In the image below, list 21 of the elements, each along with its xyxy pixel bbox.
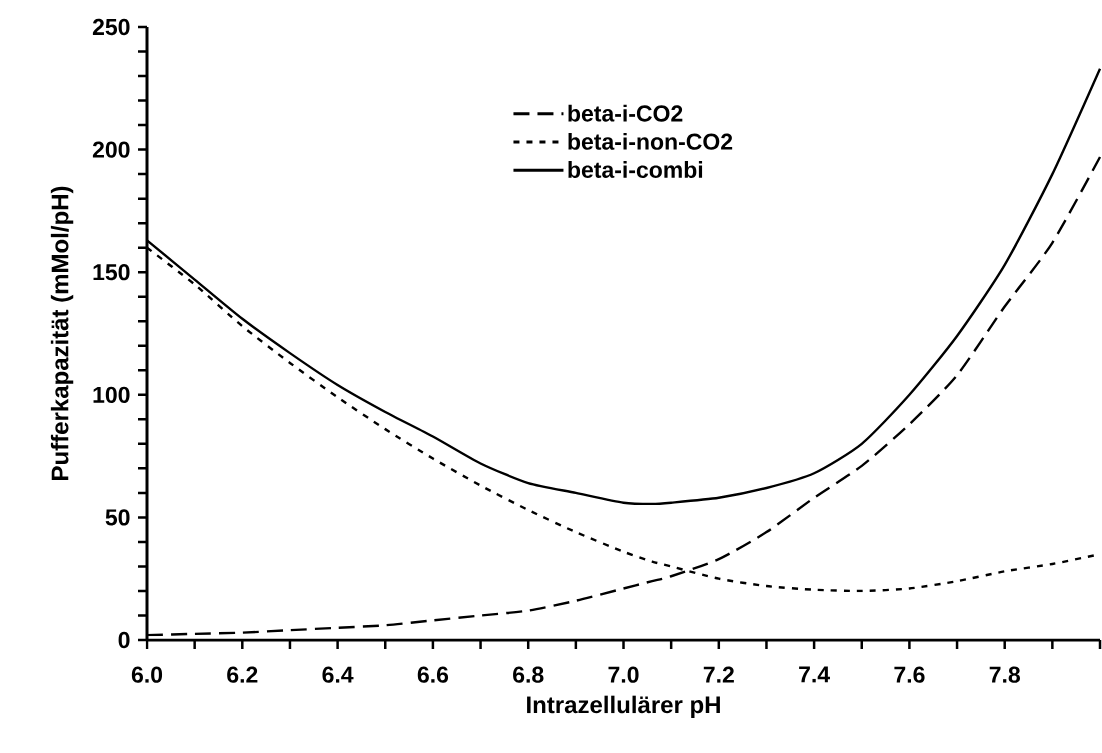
x-tick-label: 7.4 bbox=[799, 666, 830, 683]
x-tick-label: 6.4 bbox=[322, 666, 354, 683]
y-tick-label: 150 bbox=[93, 264, 130, 281]
x-tick-label: 6.6 bbox=[417, 666, 449, 683]
y-axis-title: Pufferkapazität (mMol/pH) bbox=[50, 186, 74, 480]
x-tick-label: 7.6 bbox=[894, 666, 925, 683]
x-tick-label: 6.0 bbox=[131, 666, 163, 683]
y-tick-label: 200 bbox=[92, 141, 130, 158]
x-tick-label: 6.2 bbox=[227, 666, 258, 683]
legend-label: beta-i-non-CO2 bbox=[568, 132, 733, 150]
legend-label: beta-i-CO2 bbox=[568, 104, 683, 122]
x-tick-label: 7.2 bbox=[703, 666, 734, 683]
x-tick-label: 6.8 bbox=[513, 666, 544, 683]
y-tick-label: 0 bbox=[118, 631, 130, 649]
y-tick-label: 50 bbox=[105, 509, 130, 526]
x-axis-title: Intrazellulärer pH bbox=[527, 695, 720, 719]
y-tick-label: 100 bbox=[93, 386, 130, 403]
x-tick-label: 7.8 bbox=[989, 666, 1020, 683]
legend-label: beta-i-combi bbox=[568, 161, 703, 178]
x-tick-label: 7.0 bbox=[608, 666, 639, 683]
y-tick-label: 250 bbox=[92, 18, 130, 36]
